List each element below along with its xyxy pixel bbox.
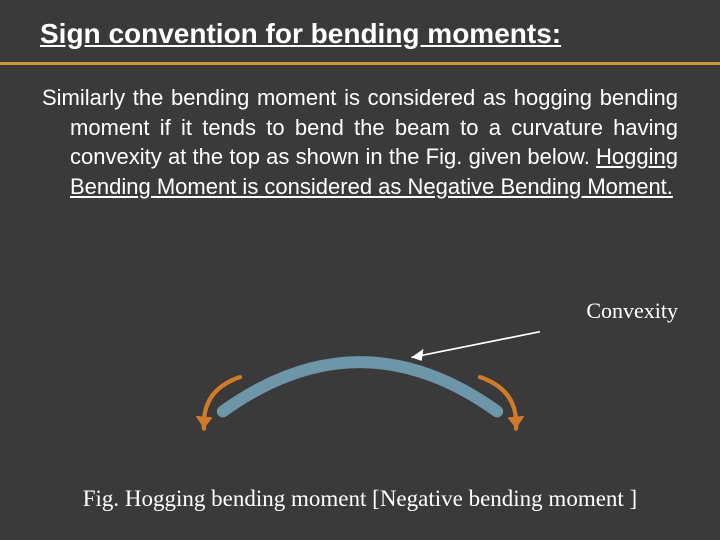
convexity-label: Convexity (586, 298, 678, 324)
body-rest: the bending moment is considered as hogg… (70, 85, 678, 169)
slide-title: Sign convention for bending moments: (0, 0, 720, 62)
right-arrowhead (507, 416, 524, 429)
hogging-diagram (130, 330, 590, 450)
body-underlined-2: Negative Bending Moment. (408, 174, 673, 199)
beam-arc (223, 362, 497, 411)
body-as: as (378, 174, 407, 199)
left-arrowhead (195, 416, 212, 429)
figure-caption: Fig. Hogging bending moment [Negative be… (0, 486, 720, 512)
slide: Sign convention for bending moments: Sim… (0, 0, 720, 540)
title-divider (0, 62, 720, 65)
convexity-pointer (411, 332, 540, 358)
body-lead: Similarly (42, 85, 125, 110)
convexity-pointer-head (411, 349, 423, 361)
body-text: Similarly the bending moment is consider… (0, 83, 720, 202)
